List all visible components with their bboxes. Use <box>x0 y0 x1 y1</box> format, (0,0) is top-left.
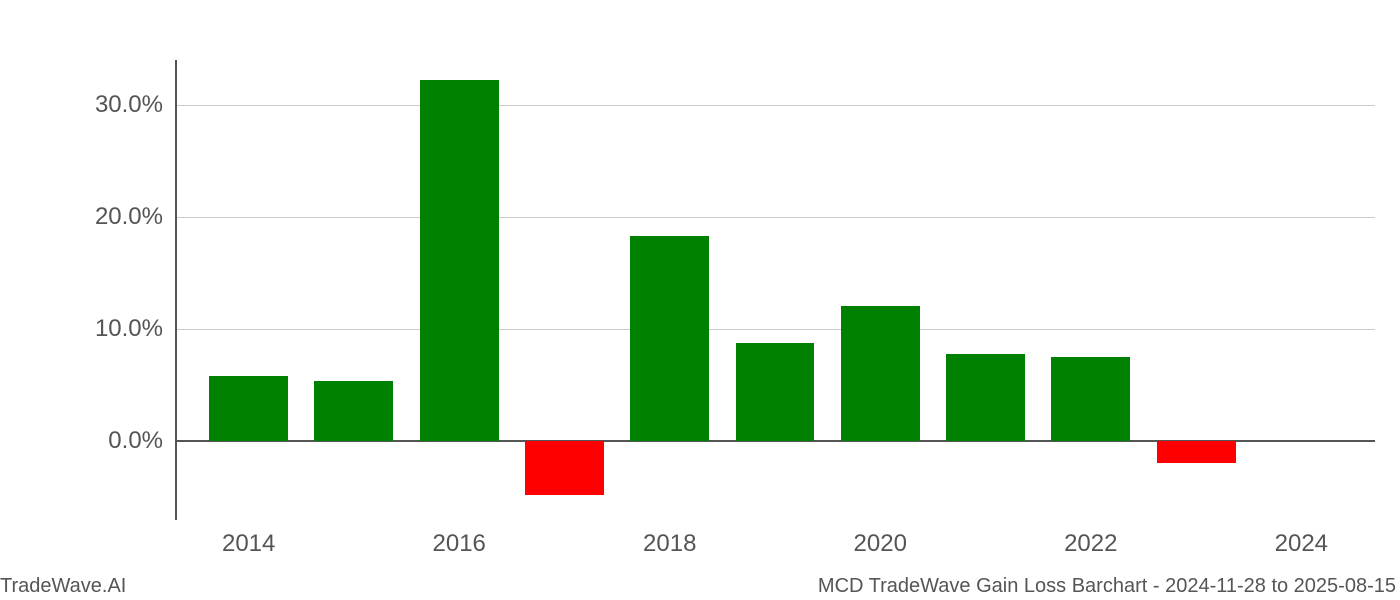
bar <box>209 376 288 441</box>
x-tick-label: 2022 <box>1064 530 1117 558</box>
x-tick-label: 2016 <box>433 530 486 558</box>
x-tick-label: 2014 <box>222 530 275 558</box>
y-tick-label: 10.0% <box>0 315 163 343</box>
bar <box>1051 357 1130 441</box>
bar <box>420 80 499 441</box>
x-tick-label: 2020 <box>854 530 907 558</box>
footer-right-text: MCD TradeWave Gain Loss Barchart - 2024-… <box>818 575 1396 598</box>
y-axis-spine <box>175 60 177 520</box>
bar <box>841 306 920 442</box>
x-tick-label: 2024 <box>1275 530 1328 558</box>
bar <box>314 381 393 442</box>
gridline <box>175 329 1375 330</box>
bar <box>630 236 709 441</box>
y-tick-label: 0.0% <box>0 427 163 455</box>
chart-container: 0.0% 10.0% 20.0% 30.0% 2014 2016 2018 2020 2022… <box>0 0 1400 600</box>
x-tick-label: 2018 <box>643 530 696 558</box>
footer-left-text: TradeWave.AI <box>0 575 126 598</box>
y-tick-label: 30.0% <box>0 91 163 119</box>
bar <box>1157 441 1236 462</box>
plot-area <box>175 60 1375 520</box>
bar <box>946 354 1025 442</box>
y-tick-label: 20.0% <box>0 203 163 231</box>
gridline <box>175 105 1375 106</box>
gridline <box>175 217 1375 218</box>
bar <box>736 343 815 442</box>
bar <box>525 441 604 495</box>
